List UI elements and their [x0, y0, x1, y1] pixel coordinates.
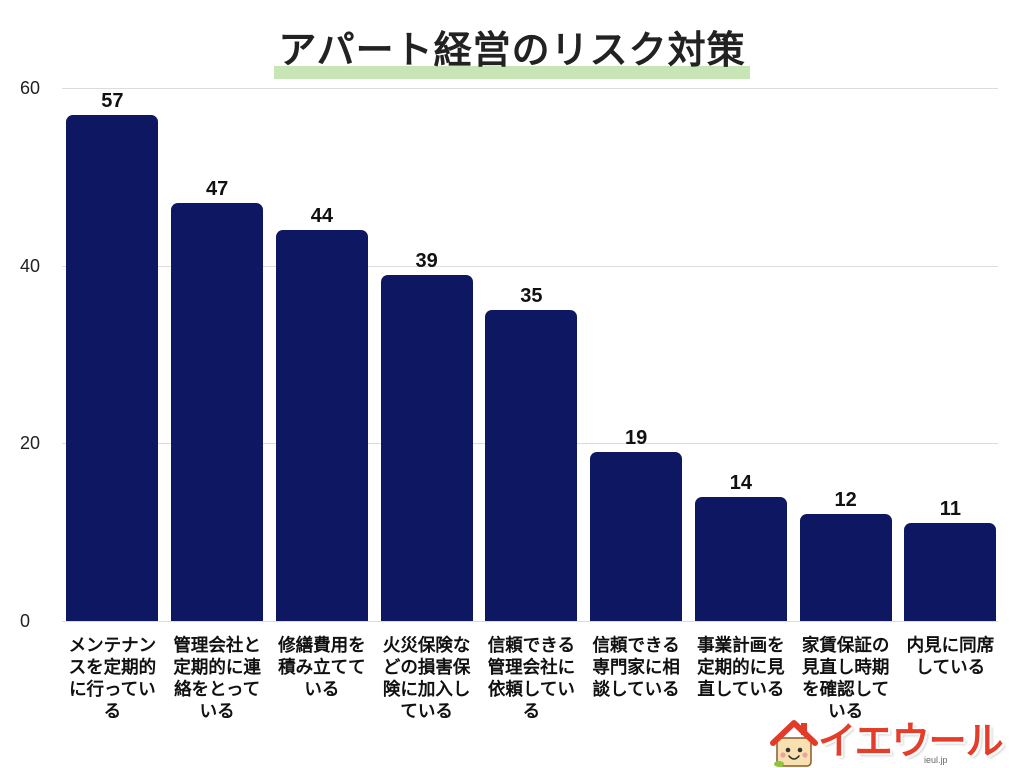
bar-value-label: 14	[729, 471, 752, 494]
left-cheek-shape	[780, 752, 786, 758]
y-tick-label: 0	[20, 611, 31, 631]
right-cheek-shape	[802, 752, 808, 758]
bar-value-label: 44	[310, 205, 333, 228]
bar-value-label: 12	[834, 489, 857, 512]
bar	[66, 114, 159, 621]
title-wrapper: アパート経営のリスク対策	[274, 28, 750, 79]
bar-value-label: 57	[101, 89, 124, 112]
bar	[904, 523, 997, 621]
category-label: 信頼できる管理会社に依頼している	[487, 635, 576, 721]
category-label: 火災保険などの損害保険に加入している	[382, 635, 471, 721]
category-label: 事業計画を定期的に見直している	[697, 635, 785, 699]
bar	[380, 274, 473, 621]
gridline	[62, 621, 998, 622]
bar	[590, 452, 683, 621]
gridline	[62, 88, 998, 89]
house-body-shape	[776, 737, 812, 767]
right-eye-shape	[797, 747, 803, 753]
category-label: 管理会社と定期的に連絡をとっている	[173, 635, 261, 721]
category-label: 信頼できる専門家に相談している	[592, 635, 680, 699]
category-label: 内見に同席している	[906, 635, 995, 677]
category-label: 修繕費用を積み立てている	[278, 635, 366, 699]
bar	[799, 514, 892, 621]
bar-value-label: 11	[939, 498, 961, 521]
logo: イエウール ieul.jp	[768, 716, 1020, 768]
bar	[275, 230, 368, 621]
category-label: メンテナンスを定期的に行っている	[68, 635, 157, 721]
bar	[485, 310, 578, 621]
left-eye-shape	[785, 747, 791, 753]
house-icon	[770, 720, 818, 767]
title-highlight	[274, 66, 750, 79]
bar-value-label: 35	[520, 285, 543, 308]
y-tick-label: 20	[20, 433, 41, 453]
bar-value-label: 39	[415, 249, 438, 272]
leaf-shape	[774, 761, 784, 767]
logo-domain: ieul.jp	[924, 755, 948, 765]
bar	[171, 203, 264, 621]
chart-title: アパート経営のリスク対策	[278, 30, 746, 72]
bar	[694, 496, 787, 621]
logo-wordmark: イエウール	[818, 721, 1004, 763]
title-container: アパート経営のリスク対策	[0, 28, 1024, 79]
y-tick-label: 60	[20, 78, 41, 98]
bar-value-label: 19	[625, 427, 648, 450]
bar-value-label: 47	[206, 178, 229, 201]
gridline	[62, 266, 998, 267]
roof-shape	[770, 720, 818, 746]
y-tick-label: 40	[20, 256, 41, 276]
smile-shape	[788, 755, 800, 760]
category-label: 家賃保証の見直し時期を確認している	[801, 635, 890, 721]
